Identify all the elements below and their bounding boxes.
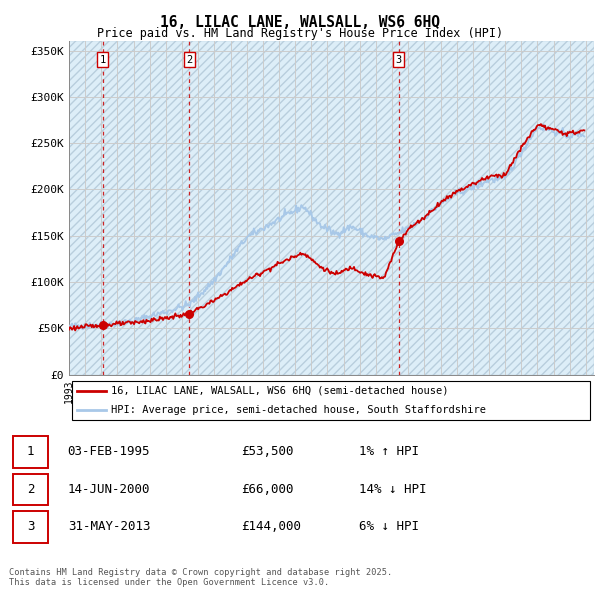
Text: Contains HM Land Registry data © Crown copyright and database right 2025.
This d: Contains HM Land Registry data © Crown c… [9, 568, 392, 587]
Text: 3: 3 [395, 55, 402, 65]
FancyBboxPatch shape [13, 474, 49, 505]
Text: 3: 3 [27, 520, 34, 533]
FancyBboxPatch shape [13, 436, 49, 468]
Text: 03-FEB-1995: 03-FEB-1995 [68, 445, 150, 458]
Text: £66,000: £66,000 [241, 483, 294, 496]
Text: 6% ↓ HPI: 6% ↓ HPI [359, 520, 419, 533]
Text: 14-JUN-2000: 14-JUN-2000 [68, 483, 150, 496]
Text: Price paid vs. HM Land Registry's House Price Index (HPI): Price paid vs. HM Land Registry's House … [97, 27, 503, 40]
Text: 1% ↑ HPI: 1% ↑ HPI [359, 445, 419, 458]
Text: 16, LILAC LANE, WALSALL, WS6 6HQ: 16, LILAC LANE, WALSALL, WS6 6HQ [160, 15, 440, 30]
Text: 14% ↓ HPI: 14% ↓ HPI [359, 483, 426, 496]
Text: 1: 1 [27, 445, 34, 458]
Text: HPI: Average price, semi-detached house, South Staffordshire: HPI: Average price, semi-detached house,… [111, 405, 486, 415]
Text: 2: 2 [27, 483, 34, 496]
FancyBboxPatch shape [13, 511, 49, 543]
FancyBboxPatch shape [71, 381, 590, 420]
Text: £144,000: £144,000 [241, 520, 301, 533]
Text: 1: 1 [100, 55, 106, 65]
Text: 31-MAY-2013: 31-MAY-2013 [68, 520, 150, 533]
Text: £53,500: £53,500 [241, 445, 294, 458]
Text: 16, LILAC LANE, WALSALL, WS6 6HQ (semi-detached house): 16, LILAC LANE, WALSALL, WS6 6HQ (semi-d… [111, 386, 449, 396]
Text: 2: 2 [186, 55, 193, 65]
